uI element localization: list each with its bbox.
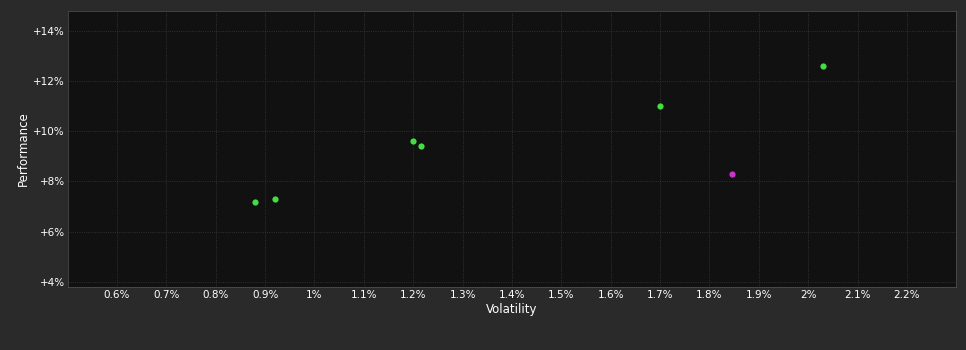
Point — [724, 171, 739, 177]
Point — [652, 103, 668, 109]
Point — [268, 196, 283, 202]
Point — [247, 199, 263, 204]
X-axis label: Volatility: Volatility — [486, 302, 538, 316]
Y-axis label: Performance: Performance — [17, 111, 30, 186]
Point — [406, 138, 421, 144]
Point — [412, 144, 428, 149]
Point — [815, 63, 831, 69]
